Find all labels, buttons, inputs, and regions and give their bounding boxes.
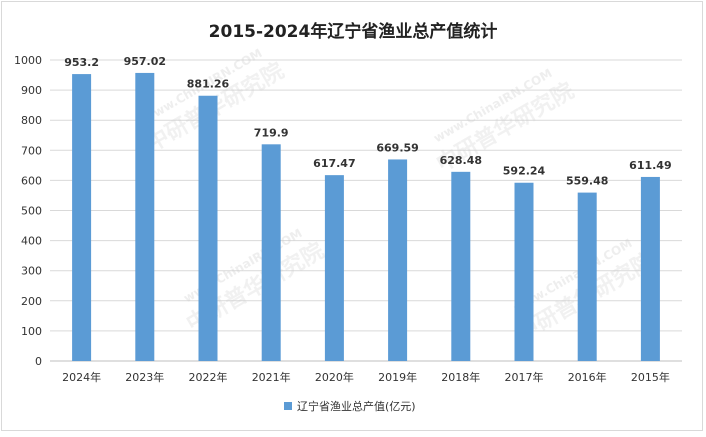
y-tick-label: 300 (21, 265, 42, 278)
bar (640, 176, 660, 361)
y-tick-label: 900 (21, 84, 42, 97)
data-labels: 953.2 957.02 881.26 719.9 617.47 669.59 628.48… (64, 55, 671, 188)
gridlines (50, 59, 682, 362)
bar (514, 182, 534, 361)
x-axis-ticks: 2024年 2023年 2022年 2021年 2020年 2019年 2018年 2017年… (62, 370, 670, 384)
y-tick-label: 100 (21, 325, 42, 338)
y-tick-label: 500 (21, 205, 42, 218)
bar (198, 95, 218, 362)
data-label: 881.26 (187, 78, 230, 91)
bar (577, 192, 597, 361)
x-tick-label: 2016年 (568, 370, 607, 384)
x-tick-label: 2023年 (125, 370, 164, 384)
y-tick-label: 200 (21, 295, 42, 308)
x-tick-label: 2021年 (252, 370, 291, 384)
legend-label: 辽宁省渔业总产值(亿元) (297, 399, 416, 413)
legend: 辽宁省渔业总产值(亿元) (284, 399, 416, 413)
data-label: 592.24 (503, 165, 546, 178)
y-tick-label: 800 (21, 114, 42, 127)
data-label: 953.2 (64, 56, 99, 69)
bar (135, 72, 155, 361)
chart-title: 2015-2024年辽宁省渔业总产值统计 (209, 21, 498, 42)
x-tick-label: 2018年 (441, 370, 480, 384)
bar (261, 144, 281, 361)
x-tick-label: 2017年 (505, 370, 544, 384)
x-tick-label: 2015年 (631, 370, 670, 384)
bar-chart: 2015-2024年辽宁省渔业总产值统计 0 100 200 300 400 500 600… (14, 21, 682, 413)
data-label: 628.48 (440, 154, 482, 167)
bar (388, 159, 408, 361)
data-label: 957.02 (124, 55, 166, 68)
bar (324, 175, 344, 361)
x-tick-label: 2019年 (378, 370, 417, 384)
data-label: 669.59 (376, 141, 418, 154)
data-label: 611.49 (629, 159, 671, 172)
x-tick-label: 2024年 (62, 370, 101, 384)
legend-swatch (284, 402, 292, 410)
x-tick-label: 2020年 (315, 370, 354, 384)
y-tick-label: 700 (21, 144, 42, 157)
data-label: 617.47 (313, 157, 355, 170)
y-tick-label: 400 (21, 235, 42, 248)
bars (72, 72, 660, 362)
data-label: 719.9 (254, 126, 289, 139)
y-tick-label: 600 (21, 174, 42, 187)
bar (451, 171, 471, 361)
bar (72, 74, 92, 362)
x-tick-label: 2022年 (189, 370, 228, 384)
y-tick-label: 0 (35, 355, 42, 368)
y-tick-label: 1000 (14, 54, 42, 67)
data-label: 559.48 (566, 175, 608, 188)
y-axis-ticks: 0 100 200 300 400 500 600 700 800 900 1000 (14, 54, 42, 368)
chart-frame: 2015-2024年辽宁省渔业总产值统计 0 100 200 300 400 500 600… (1, 1, 703, 431)
